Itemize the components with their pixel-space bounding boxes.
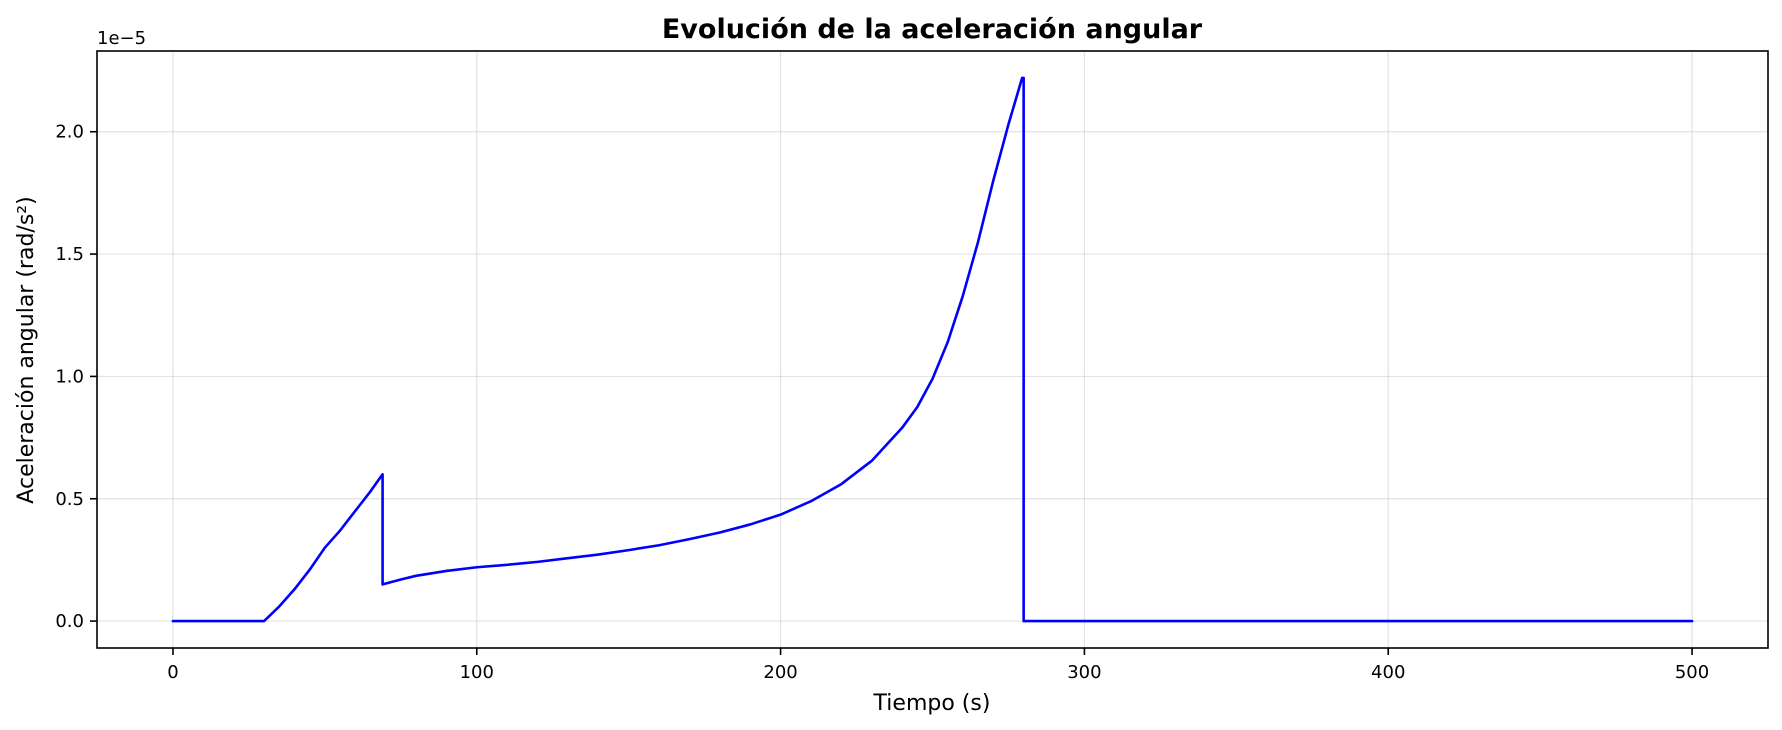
x-tick-label: 500 xyxy=(1675,662,1709,683)
y-tick-label: 1.5 xyxy=(55,244,84,265)
y-axis-label: Aceleración angular (rad/s²) xyxy=(14,196,39,503)
x-tick-label: 0 xyxy=(167,662,178,683)
series-layer xyxy=(171,76,1694,623)
x-tick-label: 200 xyxy=(763,662,797,683)
chart-title: Evolución de la aceleración angular xyxy=(662,14,1203,45)
x-tick-label: 300 xyxy=(1067,662,1101,683)
y-tick-label: 0.5 xyxy=(55,489,84,510)
ticks: 0 100 200 300 400 500 0.0 0.5 1.0 1.5 2.0 xyxy=(55,122,1709,683)
x-tick-label: 400 xyxy=(1371,662,1405,683)
y-tick-label: 0.0 xyxy=(55,611,84,632)
x-axis-label: Tiempo (s) xyxy=(873,691,991,716)
y-axis-offset-text: 1e−5 xyxy=(97,28,146,49)
plot-frame xyxy=(96,50,1769,649)
series-line xyxy=(171,76,1694,623)
y-tick-label: 2.0 xyxy=(55,122,84,143)
y-tick-label: 1.0 xyxy=(55,366,84,387)
x-tick-label: 100 xyxy=(460,662,494,683)
